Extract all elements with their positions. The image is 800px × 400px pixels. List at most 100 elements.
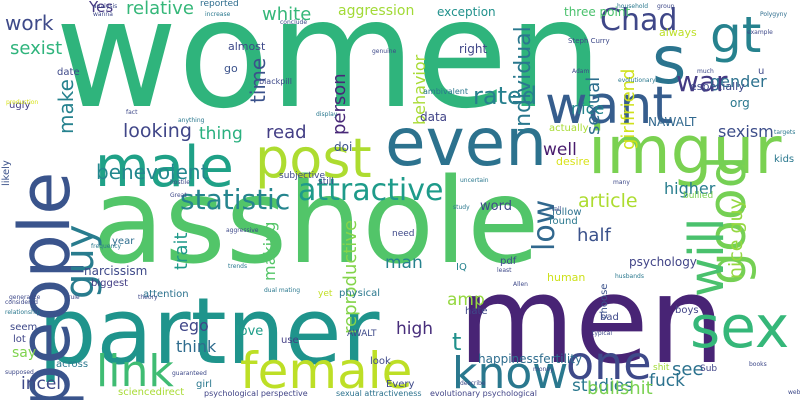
word-trends: trends xyxy=(228,263,248,270)
word-even: even xyxy=(385,104,548,181)
word-boys: boys xyxy=(675,305,699,316)
word-work: work xyxy=(5,11,54,35)
word-reproductive: reproductive xyxy=(340,219,361,334)
word-one: one xyxy=(566,336,652,390)
word-hate: hate xyxy=(465,306,488,317)
word-benevolent: benevolent xyxy=(96,160,209,184)
word-describe: describe xyxy=(460,380,486,387)
word-increase: increase xyxy=(205,11,231,18)
word-person: person xyxy=(329,73,350,135)
word-want: want xyxy=(545,76,673,136)
word-bullied: bullied xyxy=(683,191,714,201)
word-love: love xyxy=(236,324,264,339)
word-human: human xyxy=(547,271,586,284)
word-across: across xyxy=(56,359,89,370)
word-nawalt: NAWALT xyxy=(648,115,697,129)
word-production: production xyxy=(6,99,39,106)
word-attention: attention xyxy=(143,289,189,300)
word-statistic: statistic xyxy=(180,183,291,216)
word-dual-mating: dual mating xyxy=(264,287,301,294)
word-fuck: fuck xyxy=(649,371,685,391)
word-every: Every xyxy=(386,379,415,390)
word-individual: individual xyxy=(511,26,536,133)
word-genuine: genuine xyxy=(372,48,397,55)
word-much: much xyxy=(697,68,714,75)
word-ugly: ugly xyxy=(9,100,31,111)
word-actually: actually xyxy=(549,123,589,134)
word-war: war xyxy=(676,65,728,98)
word-almost: almost xyxy=(228,40,266,53)
word-guaranteed: guaranteed xyxy=(172,370,207,377)
word-conclude: conclude xyxy=(280,19,308,26)
word-nice-guy: nice guy xyxy=(725,198,747,279)
word-female: female xyxy=(240,342,413,400)
word-kids: kids xyxy=(774,154,795,165)
word-reported: reported xyxy=(200,0,239,9)
word-high: high xyxy=(396,319,434,339)
word-link: link xyxy=(96,346,174,397)
word-frequency: frequency xyxy=(91,243,122,250)
word-gt: gt xyxy=(710,6,762,64)
word-many: many xyxy=(613,179,630,186)
word-go: go xyxy=(224,62,238,75)
word-always: always xyxy=(659,26,697,39)
word-subjective: subjective xyxy=(279,171,325,181)
word-targets: targets xyxy=(774,129,796,136)
word-org: org xyxy=(730,96,750,110)
word-male: male xyxy=(95,135,234,200)
word-still: still xyxy=(318,177,334,187)
word-considered: considered xyxy=(5,299,38,306)
word-sexual-attractiveness: sexual attractiveness xyxy=(336,389,422,398)
word-incel: incel xyxy=(21,374,62,394)
word-biggest: biggest xyxy=(91,278,129,289)
word-bad: bad xyxy=(600,312,619,323)
word-see: see xyxy=(672,359,704,380)
word-making: making xyxy=(260,221,279,281)
word-amp: amp xyxy=(447,290,485,310)
word-psychological-perspective: psychological perspective xyxy=(204,389,308,398)
word-men: men xyxy=(458,252,725,391)
word-read: read xyxy=(266,122,307,143)
word-follow: follow xyxy=(552,207,582,218)
word-date: date xyxy=(57,67,80,78)
word-evolutionary-psychological: evolutionary psychological xyxy=(430,389,537,398)
word-rated: rated xyxy=(473,82,537,110)
word-seem: seem xyxy=(10,322,38,333)
word-think: think xyxy=(176,337,217,356)
word-three-point: three point xyxy=(564,5,631,19)
word-ambivalent: ambivalent xyxy=(423,87,468,96)
word-u: u xyxy=(758,66,765,77)
word-sciencedirect: sciencedirect xyxy=(118,387,185,398)
word-white: white xyxy=(262,4,312,25)
word-girl: girl xyxy=(196,379,213,390)
word-t: t xyxy=(452,328,462,356)
word-looking: looking xyxy=(123,120,192,142)
word-nice: nice xyxy=(571,99,605,118)
word-awalt: AWALT xyxy=(347,329,377,339)
word-yet: yet xyxy=(318,289,333,299)
word-shit: shit xyxy=(653,363,670,373)
word-blackpill: blackpill xyxy=(259,77,292,86)
word-make: make xyxy=(54,79,78,134)
word-example: example xyxy=(747,29,773,36)
word-relationship: relationship xyxy=(5,309,41,316)
word-look: look xyxy=(370,356,391,367)
word-found: found xyxy=(549,216,578,227)
word-well: well xyxy=(543,140,577,160)
word-psychology: psychology xyxy=(629,255,697,269)
word-least: least xyxy=(497,267,512,274)
word-chad: Chad xyxy=(600,3,678,38)
word-web: web xyxy=(788,389,800,396)
word-iq: IQ xyxy=(456,262,467,273)
word-display: display xyxy=(316,111,338,118)
word-thing: thing xyxy=(199,124,243,144)
word-bullshit: bullshit xyxy=(587,378,653,399)
word-yes: Yes xyxy=(89,0,114,16)
word-household: household xyxy=(617,3,649,10)
word-happinessfertility: happinessfertility xyxy=(478,352,583,366)
word-physical: physical xyxy=(339,288,380,299)
word-money: money xyxy=(533,366,554,373)
word-great: Great xyxy=(170,192,187,199)
word-say: say xyxy=(12,345,37,361)
